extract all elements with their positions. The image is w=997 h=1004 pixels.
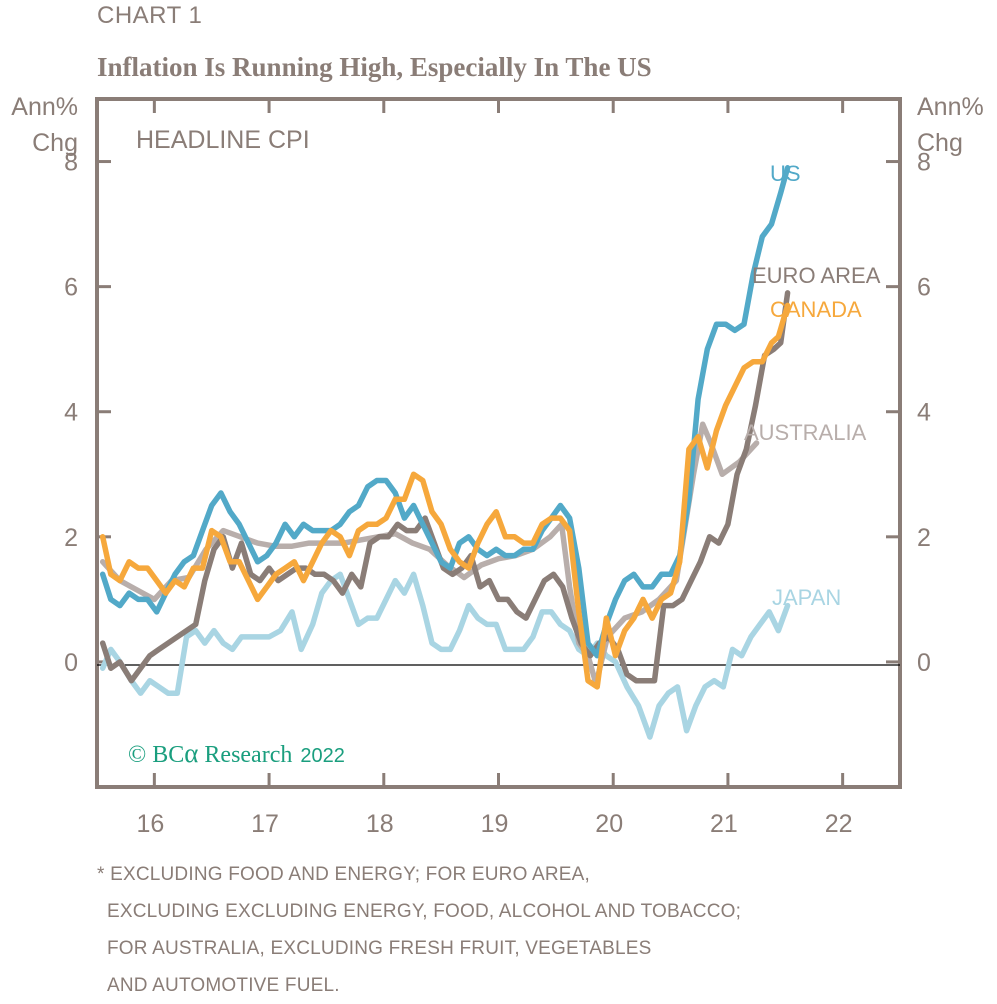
footnote: * EXCLUDING FOOD AND ENERGY; FOR EURO AR… [97, 856, 741, 1004]
series-line-us [99, 165, 791, 659]
left-ylabel-line1: Ann% [11, 93, 78, 121]
ytick-label-right: 8 [917, 149, 931, 177]
right-ylabel-line1: Ann% [917, 93, 984, 121]
copyright-year: 2022 [300, 745, 345, 767]
ytick-label-left: 2 [64, 524, 78, 552]
ytick-label-left: 4 [64, 399, 78, 427]
copyright-name: Research [204, 742, 292, 768]
right-ylabel-line2: Chg [917, 129, 963, 157]
xtick-label-18: 18 [366, 810, 394, 838]
copyright-symbol: © [128, 742, 146, 768]
chart-title: Inflation Is Running High, Especially In… [97, 52, 652, 82]
ytick-label-left: 6 [64, 274, 78, 302]
series-label-euro-area: EURO AREA [752, 263, 881, 288]
series-label-us: US [770, 161, 801, 186]
ytick-label-right: 0 [917, 649, 931, 677]
xtick-label-17: 17 [251, 810, 279, 838]
copyright-alpha: α [184, 738, 198, 768]
copyright-brand: BC [152, 742, 184, 768]
xtick-label-20: 20 [595, 810, 623, 838]
ytick-label-left: 0 [64, 649, 78, 677]
series-label-japan: JAPAN [772, 585, 841, 610]
series-line-canada [99, 302, 791, 690]
footnote-line-1: * EXCLUDING FOOD AND ENERGY; FOR EURO AR… [97, 864, 591, 885]
ytick-label-right: 6 [917, 274, 931, 302]
series-label-australia: AUSTRALIA [744, 420, 867, 445]
chart-number-label: CHART 1 [97, 2, 203, 29]
ytick-label-right: 4 [917, 399, 931, 427]
series-line-japan [99, 571, 791, 740]
footnote-line-3: FOR AUSTRALIA, EXCLUDING FRESH FRUIT, VE… [107, 938, 652, 959]
panel-label: HEADLINE CPI [136, 126, 310, 154]
xtick-label-22: 22 [825, 810, 853, 838]
copyright-notice: © BCα Research 2022 [128, 738, 345, 768]
footnote-line-2: EXCLUDING EXCLUDING ENERGY, FOOD, ALCOHO… [107, 901, 742, 922]
left-ylabel-line2: Chg [32, 129, 78, 157]
ytick-label-right: 2 [917, 524, 931, 552]
series-label-canada: CANADA [770, 297, 862, 322]
tick-marks [97, 99, 900, 787]
ytick-label-left: 8 [64, 149, 78, 177]
footnote-line-4: AND AUTOMOTIVE FUEL. [107, 975, 340, 996]
xtick-label-19: 19 [481, 810, 509, 838]
series-line-euro-area [99, 290, 791, 684]
xtick-label-16: 16 [136, 810, 164, 838]
series-lines [99, 165, 791, 740]
xtick-label-21: 21 [710, 810, 738, 838]
